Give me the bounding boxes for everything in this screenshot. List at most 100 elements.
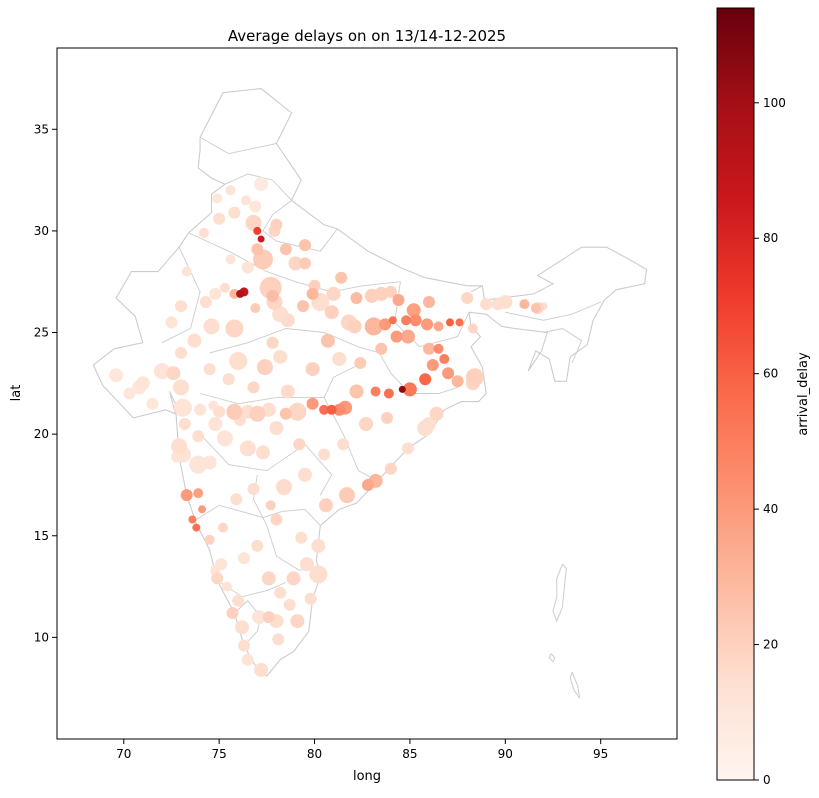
data-point xyxy=(347,319,362,334)
data-point xyxy=(298,467,312,482)
data-point xyxy=(465,368,484,387)
data-point xyxy=(324,305,339,320)
state-border xyxy=(505,301,601,321)
data-point xyxy=(193,488,204,499)
y-axis: 10 15 20 25 30 35 xyxy=(34,122,57,644)
colorbar-tick-label: 80 xyxy=(763,231,778,245)
data-point xyxy=(194,403,207,416)
data-point xyxy=(426,359,439,371)
x-tick-label: 95 xyxy=(593,747,608,761)
data-point xyxy=(290,614,305,629)
data-point xyxy=(254,177,269,192)
data-point xyxy=(276,479,292,495)
x-tick-label: 85 xyxy=(402,747,417,761)
data-point xyxy=(251,539,264,552)
state-border xyxy=(394,281,470,348)
data-point xyxy=(406,303,421,318)
data-point xyxy=(349,384,364,399)
state-border xyxy=(199,433,333,496)
colorbar-ticks: 0 20 40 60 80 100 xyxy=(754,96,786,787)
x-axis-label: long xyxy=(353,769,381,784)
data-point xyxy=(446,318,454,327)
data-point xyxy=(175,346,187,359)
data-point xyxy=(326,286,341,301)
data-point xyxy=(213,405,226,418)
data-point xyxy=(359,417,373,431)
data-point xyxy=(421,318,434,331)
data-point xyxy=(192,523,201,532)
data-point xyxy=(270,218,283,231)
state-border xyxy=(253,474,317,571)
data-point xyxy=(433,343,444,354)
chart-title: Average delays on on 13/14-12-2025 xyxy=(228,27,506,45)
island-outline xyxy=(548,653,556,663)
data-point xyxy=(239,440,256,457)
data-point xyxy=(286,571,301,586)
data-point xyxy=(461,292,474,304)
data-point xyxy=(530,303,541,314)
data-point xyxy=(266,336,279,349)
colorbar-tick-label: 100 xyxy=(763,96,786,110)
data-point xyxy=(226,403,243,420)
data-point xyxy=(337,438,350,451)
data-point xyxy=(228,206,241,219)
data-point xyxy=(241,261,254,274)
data-point xyxy=(364,317,383,336)
data-point xyxy=(306,397,319,410)
data-point xyxy=(188,515,197,524)
data-point xyxy=(254,662,269,677)
data-point xyxy=(398,385,406,393)
data-point xyxy=(288,402,307,421)
y-axis-label: lat xyxy=(9,385,24,402)
data-point xyxy=(279,407,292,420)
data-point xyxy=(218,522,228,533)
state-border xyxy=(209,328,380,354)
data-point xyxy=(192,430,205,443)
data-point xyxy=(429,406,444,421)
data-point xyxy=(374,286,389,301)
data-point xyxy=(204,534,215,545)
data-point xyxy=(299,557,314,572)
state-border xyxy=(224,173,292,201)
data-point xyxy=(273,349,288,364)
data-point xyxy=(252,610,267,625)
data-point xyxy=(261,571,276,586)
colorbar: 0 20 40 60 80 100 arrival_delay xyxy=(716,7,811,787)
data-point xyxy=(370,386,381,397)
data-point xyxy=(219,282,230,293)
data-point xyxy=(208,417,223,431)
data-point xyxy=(375,342,388,355)
x-tick-label: 80 xyxy=(307,747,322,761)
data-point xyxy=(247,483,260,495)
state-border xyxy=(196,504,321,526)
data-point xyxy=(383,388,394,399)
data-point xyxy=(187,333,202,348)
data-point xyxy=(480,298,493,311)
data-point xyxy=(213,212,226,225)
data-point xyxy=(439,354,450,364)
data-point xyxy=(203,363,216,376)
state-border xyxy=(199,137,277,155)
data-point xyxy=(381,411,393,424)
colorbar-tick-label: 40 xyxy=(763,502,778,516)
data-point xyxy=(304,592,317,605)
data-point xyxy=(241,653,254,666)
data-point xyxy=(401,329,415,344)
y-tick-label: 35 xyxy=(34,122,49,136)
x-tick-label: 75 xyxy=(212,747,227,761)
data-point xyxy=(256,359,273,376)
data-point xyxy=(293,438,306,451)
data-point xyxy=(379,318,392,331)
data-point xyxy=(280,313,295,328)
data-point xyxy=(202,455,217,470)
data-point xyxy=(319,404,330,415)
data-point xyxy=(171,438,188,455)
data-point xyxy=(332,352,347,366)
data-point xyxy=(422,417,436,431)
data-point xyxy=(181,266,192,277)
data-point xyxy=(261,402,276,417)
data-point xyxy=(199,296,212,308)
data-point xyxy=(232,594,245,607)
plot-area xyxy=(56,47,678,740)
